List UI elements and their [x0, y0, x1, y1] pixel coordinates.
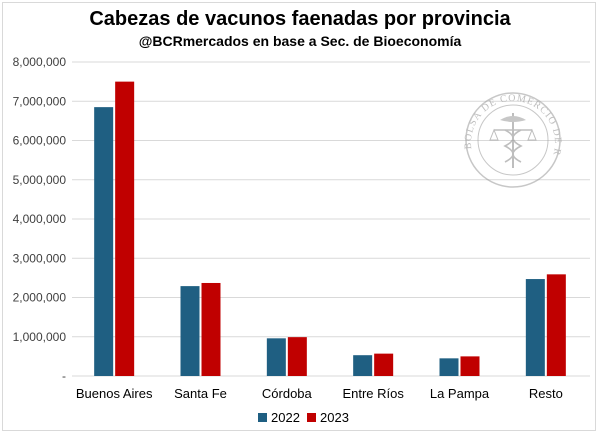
y-tick-label: 5,000,000 [13, 173, 67, 187]
bar-2023 [201, 282, 221, 376]
bar-2022 [353, 355, 373, 376]
legend-label: 2022 [271, 410, 300, 425]
bar-2023 [546, 274, 566, 376]
bar-2023 [115, 81, 135, 376]
chart-subtitle: @BCRmercados en base a Sec. de Bioeconom… [138, 33, 462, 49]
y-tick-label: 2,000,000 [13, 291, 67, 305]
x-tick-label: Córdoba [262, 386, 313, 401]
y-axis-labels: - 1,000,000 2,000,000 3,000,000 4,000,000 5,0… [13, 55, 67, 383]
x-tick-label: La Pampa [430, 386, 490, 401]
legend-label: 2023 [320, 410, 349, 425]
x-tick-label: Buenos Aires [76, 386, 153, 401]
x-axis-labels: Buenos Aires Santa Fe Córdoba Entre Ríos La … [76, 386, 563, 401]
y-tick-label: - [62, 369, 66, 383]
bars [94, 81, 566, 376]
bar-2023 [460, 356, 480, 376]
bcr-seal-watermark: BOLSA DE COMERCIO DE ROSARIO [0, 0, 562, 188]
bar-2022 [266, 338, 286, 376]
y-tick-label: 1,000,000 [13, 330, 67, 344]
y-tick-label: 8,000,000 [13, 55, 67, 69]
y-tick-label: 3,000,000 [13, 251, 67, 265]
chart-title: Cabezas de vacunos faenadas por provinci… [89, 8, 511, 30]
x-tick-label: Resto [529, 386, 563, 401]
bar-2022 [525, 279, 545, 376]
legend-swatch [258, 413, 267, 422]
x-tick-label: Entre Ríos [342, 386, 404, 401]
x-tick-label: Santa Fe [174, 386, 227, 401]
bar-2023 [287, 337, 307, 376]
bar-2023 [374, 353, 394, 376]
bar-2022 [94, 107, 114, 376]
bar-2022 [180, 286, 200, 376]
y-tick-label: 4,000,000 [13, 212, 67, 226]
legend: 2022 2023 [258, 410, 349, 425]
legend-swatch [307, 413, 316, 422]
gridlines [72, 61, 590, 377]
y-tick-label: 6,000,000 [13, 134, 67, 148]
bar-2022 [439, 358, 459, 376]
y-tick-label: 7,000,000 [13, 94, 67, 108]
